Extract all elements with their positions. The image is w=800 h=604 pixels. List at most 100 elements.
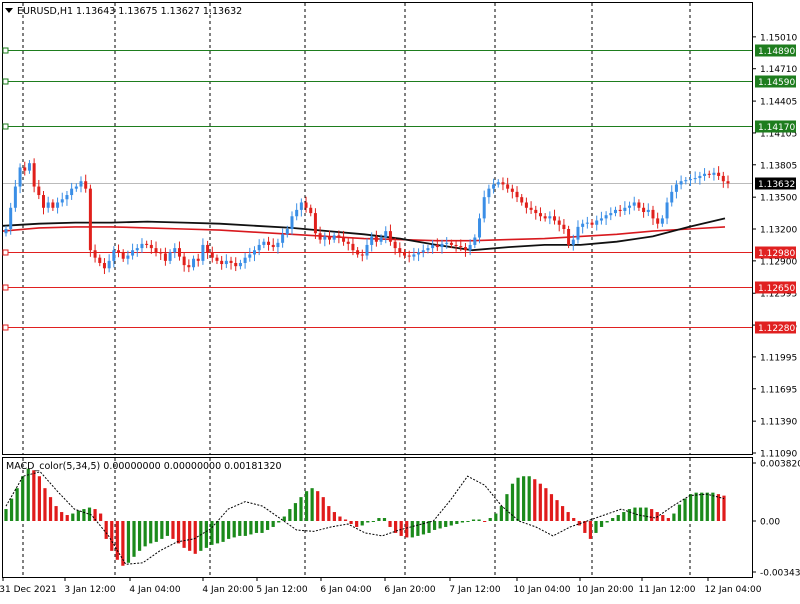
macd-bar-down (193, 521, 197, 554)
level-anchor-handle[interactable] (2, 249, 9, 256)
bear-candle (327, 230, 331, 245)
time-tick-label: 11 Jan 12:00 (639, 585, 696, 595)
support-level-label: 1.12280 (758, 324, 795, 334)
macd-bar-down (577, 521, 581, 526)
level-labels: 1.14890 1.14590 1.14170 1.12980 1.12650 1.122… (755, 44, 796, 334)
macd-bar-down (722, 495, 726, 521)
level-anchor-handle[interactable] (2, 324, 9, 331)
bear-candle (360, 249, 364, 262)
price-tick-label: 1.11695 (760, 385, 797, 395)
level-anchor-handle[interactable] (2, 284, 9, 291)
candle-body (88, 188, 92, 251)
candle-body (23, 167, 27, 171)
bear-candle (182, 252, 186, 272)
macd-bar-up (277, 521, 281, 523)
macd-bar-up (82, 509, 86, 521)
macd-tick-label: 0.0038205 (760, 460, 800, 470)
level-anchor-handle[interactable] (2, 78, 9, 85)
candle-body (581, 223, 585, 227)
macd-bar-down (483, 521, 487, 522)
bull-candle (281, 228, 285, 248)
bull-candle (243, 252, 247, 269)
bear-candle (271, 238, 275, 252)
bull-candle (126, 250, 130, 265)
macd-bar-up (76, 510, 80, 521)
bull-candle (384, 226, 388, 244)
bear-candle (318, 226, 322, 244)
candle-body (426, 248, 430, 251)
level-anchor-handle[interactable] (2, 123, 9, 130)
macd-indicator-header[interactable]: MACD_color(5,34,5) 0.00000000 0.00000000… (6, 461, 282, 472)
macd-bar-up (15, 488, 19, 521)
bull-candle (548, 211, 552, 225)
macd-bar-down (399, 521, 403, 536)
candle-body (323, 236, 327, 240)
bull-candle (201, 238, 205, 265)
candle-body (431, 244, 435, 249)
candle-body (538, 213, 542, 217)
candle-body (13, 186, 17, 208)
bull-candle (417, 248, 421, 262)
time-axis[interactable]: 31 Dec 2021 3 Jan 12:00 4 Jan 04:00 4 Jan 2… (0, 577, 762, 595)
macd-bar-up (71, 513, 75, 521)
candle-body (585, 222, 589, 224)
bull-candle (135, 244, 139, 257)
macd-bar-down (37, 476, 41, 521)
candle-body (299, 202, 303, 210)
macd-bar-up (705, 492, 709, 521)
macd-bar-down (566, 512, 570, 521)
candle-body (562, 224, 566, 230)
macd-bar-up (143, 521, 147, 547)
bear-candle (642, 202, 646, 218)
resistance-level-tag (755, 75, 796, 88)
level-anchor-handle[interactable] (2, 47, 9, 54)
macd-bar-up (622, 512, 626, 521)
price-tick-label: 1.11390 (760, 418, 797, 428)
bull-candle (131, 243, 135, 260)
macd-bar-down (182, 521, 186, 548)
macd-bar-up (199, 521, 203, 551)
price-axis[interactable]: 1.15010 1.14710 1.14405 1.14105 1.13805 1.135… (752, 33, 797, 460)
candle-body (187, 265, 191, 268)
candle-body (192, 258, 196, 268)
bull-candle (262, 238, 266, 249)
candle-body (9, 207, 13, 230)
macd-bar-down (332, 512, 336, 521)
candle-body (642, 207, 646, 213)
time-tick-label: 10 Jan 20:00 (577, 585, 634, 595)
ma-red-line (2, 226, 726, 242)
time-tick-label: 10 Jan 04:00 (514, 585, 571, 595)
resistance-level-tag (755, 44, 796, 57)
candle-body (688, 179, 692, 181)
bear-candle (145, 240, 149, 249)
bear-candle (374, 230, 378, 247)
bull-candle (576, 220, 580, 244)
macd-bar-down (549, 494, 554, 521)
candle-body (473, 237, 477, 245)
candle-body (726, 181, 730, 184)
candle-body (356, 250, 360, 255)
candle-body (445, 242, 449, 244)
symbol-dropdown-icon[interactable] (5, 8, 13, 13)
candle-body (206, 244, 210, 253)
macd-bar-up (522, 476, 526, 521)
bull-candle (79, 176, 83, 193)
bull-candle (168, 249, 172, 265)
candle-body (398, 248, 402, 253)
macd-bar-up (215, 521, 220, 544)
macd-axis[interactable]: 0.0038205 0.00 -0.003438 (752, 460, 800, 579)
candle-body (327, 236, 331, 240)
candle-body (524, 202, 528, 208)
bull-candle (257, 239, 261, 256)
price-tick-label: 1.12900 (760, 257, 797, 267)
macd-bar-up (711, 492, 715, 521)
candle-body (576, 226, 580, 240)
candle-body (435, 244, 439, 248)
bear-candle (351, 238, 355, 256)
macd-bar-down (43, 488, 47, 521)
bull-candle (679, 175, 683, 190)
bull-candle (684, 176, 688, 185)
candle-body (604, 215, 608, 219)
